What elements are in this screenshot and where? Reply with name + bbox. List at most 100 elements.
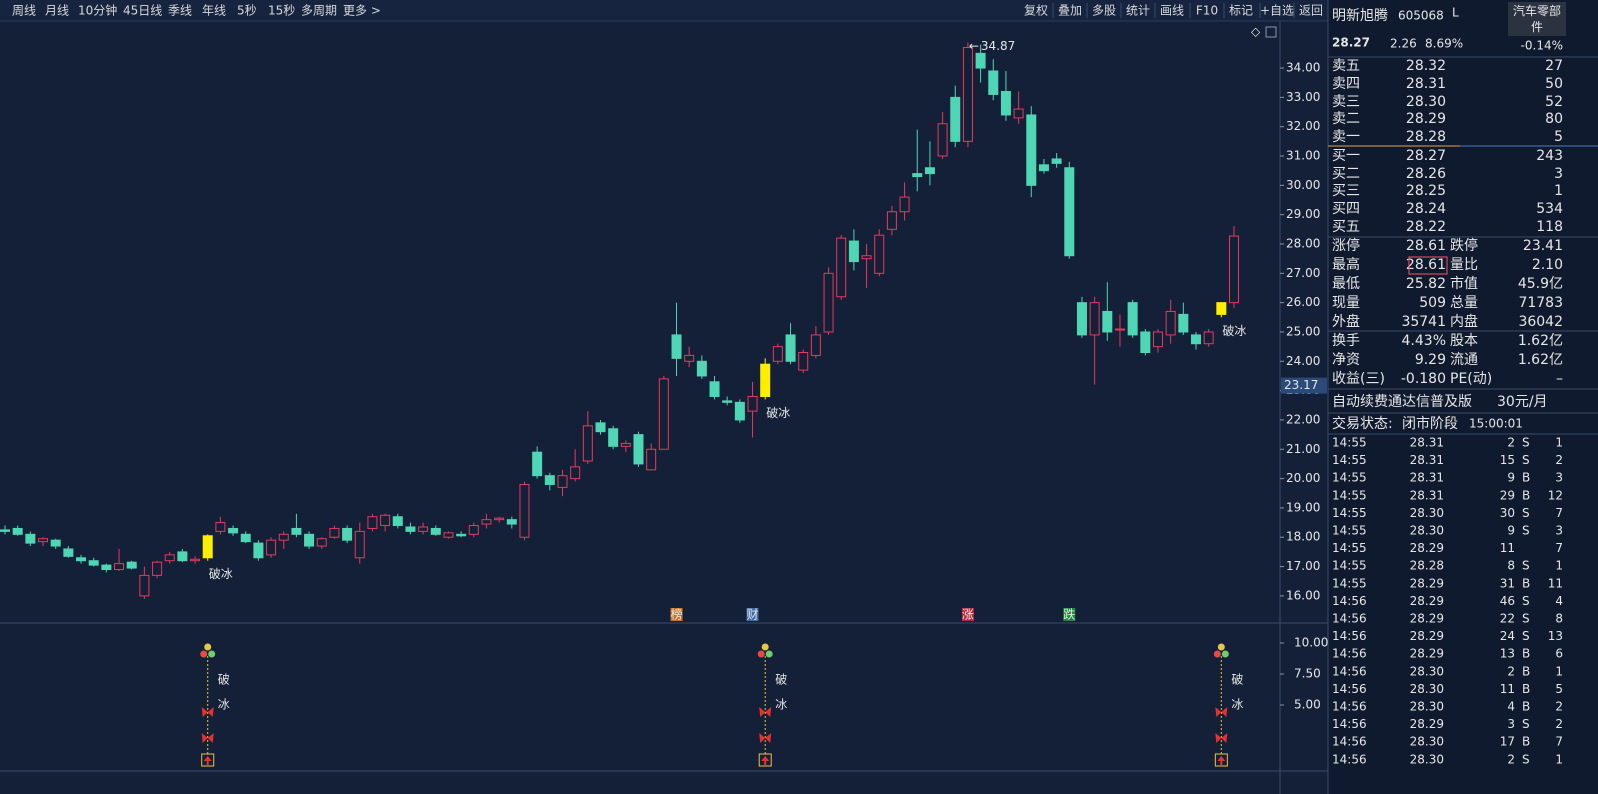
- flower-icon: [757, 650, 765, 658]
- candle-body: [506, 519, 517, 525]
- trade-price: 28.29: [1410, 717, 1444, 731]
- candle-body: [215, 522, 226, 532]
- trade-count: 7: [1555, 735, 1563, 749]
- banner[interactable]: 自动续费通达信普及版: [1332, 393, 1472, 410]
- trade-time: 14:56: [1332, 647, 1367, 661]
- diamond-icon[interactable]: ◇: [1251, 25, 1261, 39]
- quote-panel: [1328, 0, 1598, 794]
- candle-body: [671, 334, 682, 359]
- stat-label: 总量: [1450, 295, 1478, 311]
- trade-price: 28.31: [1410, 471, 1444, 485]
- candle-body: [658, 378, 669, 450]
- trade-time: 14:56: [1332, 717, 1367, 731]
- candle-body: [126, 561, 137, 569]
- candle-body: [1178, 313, 1189, 333]
- book-volume: 52: [1545, 94, 1563, 110]
- candle-body: [367, 516, 378, 529]
- event-tag: 涨: [962, 607, 974, 622]
- trade-price: 28.31: [1410, 453, 1444, 467]
- trade-count: 1: [1555, 436, 1563, 450]
- candle-body: [823, 272, 834, 333]
- y-tick-label: 22.00: [1286, 412, 1320, 426]
- candle-body: [316, 538, 327, 547]
- toolbar-button[interactable]: 年线: [202, 4, 226, 18]
- stat-label: 净资: [1332, 352, 1360, 368]
- toolbar-button[interactable]: 45日线: [123, 4, 162, 18]
- trade-count: 7: [1555, 506, 1563, 520]
- candle-body: [709, 381, 720, 397]
- banner-price[interactable]: 30元/月: [1497, 394, 1548, 410]
- flower-icon: [765, 650, 773, 658]
- toolbar-button[interactable]: +自选: [1260, 4, 1294, 18]
- toolbar-button[interactable]: 季线: [168, 4, 192, 18]
- candle-body: [633, 434, 644, 465]
- book-volume: 5: [1554, 129, 1563, 145]
- candle-body: [557, 475, 568, 488]
- stock-flag: L: [1452, 6, 1459, 20]
- trade-time: 14:56: [1332, 594, 1367, 608]
- y-tick-label: 30.00: [1286, 178, 1320, 192]
- toolbar-button[interactable]: 统计: [1126, 4, 1150, 18]
- candle-body: [266, 539, 277, 556]
- candle-body: [228, 527, 239, 534]
- toolbar-button[interactable]: 叠加: [1058, 4, 1082, 18]
- status: 闭市阶段: [1402, 415, 1458, 432]
- trade-time: 14:56: [1332, 682, 1367, 696]
- toolbar-button[interactable]: 画线: [1160, 4, 1184, 18]
- signal-label: 破冰: [1222, 323, 1246, 338]
- book-volume: 27: [1545, 58, 1563, 74]
- candle-body: [468, 525, 479, 535]
- stat-value: 1.62亿: [1518, 352, 1563, 368]
- trade-price: 28.31: [1410, 436, 1444, 450]
- candle-body: [874, 234, 885, 274]
- arrow-icon: [761, 756, 770, 765]
- event-tag: 榜: [671, 607, 683, 622]
- y-tick-label: 28.00: [1286, 236, 1320, 250]
- candle-body: [443, 532, 454, 538]
- trade-price: 28.28: [1410, 559, 1444, 573]
- toolbar-button[interactable]: 月线: [45, 4, 69, 18]
- candle-body: [950, 96, 961, 142]
- trade-volume: 3: [1507, 717, 1515, 731]
- toolbar-button[interactable]: 15秒: [268, 4, 295, 18]
- toolbar-button[interactable]: 更多 >: [343, 4, 381, 18]
- toolbar-button[interactable]: 周线: [12, 4, 36, 18]
- butterfly-icon: [201, 733, 214, 743]
- trade-price: 28.29: [1410, 647, 1444, 661]
- stat-value: 1.62亿: [1518, 333, 1563, 349]
- trade-price: 28.29: [1410, 629, 1444, 643]
- candle-body: [1152, 331, 1163, 348]
- candle-body: [1000, 91, 1011, 116]
- stat-label: PE(动): [1450, 371, 1492, 387]
- book-volume: 118: [1536, 219, 1563, 235]
- trade-price: 28.29: [1410, 576, 1444, 590]
- toolbar-button[interactable]: 多股: [1092, 4, 1116, 18]
- candle-body: [456, 533, 467, 537]
- toolbar-button[interactable]: 多周期: [301, 4, 337, 18]
- candle-body: [861, 255, 872, 260]
- toolbar-button[interactable]: 返回: [1299, 4, 1323, 18]
- toolbar-button[interactable]: 10分钟: [78, 3, 117, 18]
- arrow-box: [201, 753, 215, 767]
- trade-price: 28.30: [1410, 682, 1444, 696]
- trade-count: 2: [1555, 717, 1563, 731]
- y-tick-label: 31.00: [1286, 149, 1320, 163]
- max-label: 34.87: [981, 39, 1015, 53]
- arrow-icon: [1217, 756, 1226, 765]
- candle-body: [810, 334, 821, 356]
- trade-volume: 15: [1500, 453, 1515, 467]
- toolbar-button[interactable]: 5秒: [237, 4, 257, 18]
- flower-icon: [208, 650, 216, 658]
- toolbar-button[interactable]: 复权: [1024, 4, 1048, 18]
- y-tick-label: 34.00: [1286, 61, 1320, 75]
- candle-body: [570, 466, 581, 480]
- window-icon[interactable]: [1265, 26, 1277, 38]
- trade-price: 28.31: [1410, 488, 1444, 502]
- toolbar-button[interactable]: F10: [1196, 4, 1218, 18]
- indicator-text: 冰: [1231, 698, 1243, 712]
- trade-count: 1: [1555, 664, 1563, 678]
- toolbar-button[interactable]: 标记: [1229, 4, 1253, 18]
- candle-body: [747, 395, 758, 412]
- book-label: 卖四: [1332, 76, 1360, 92]
- trade-time: 14:55: [1332, 436, 1367, 450]
